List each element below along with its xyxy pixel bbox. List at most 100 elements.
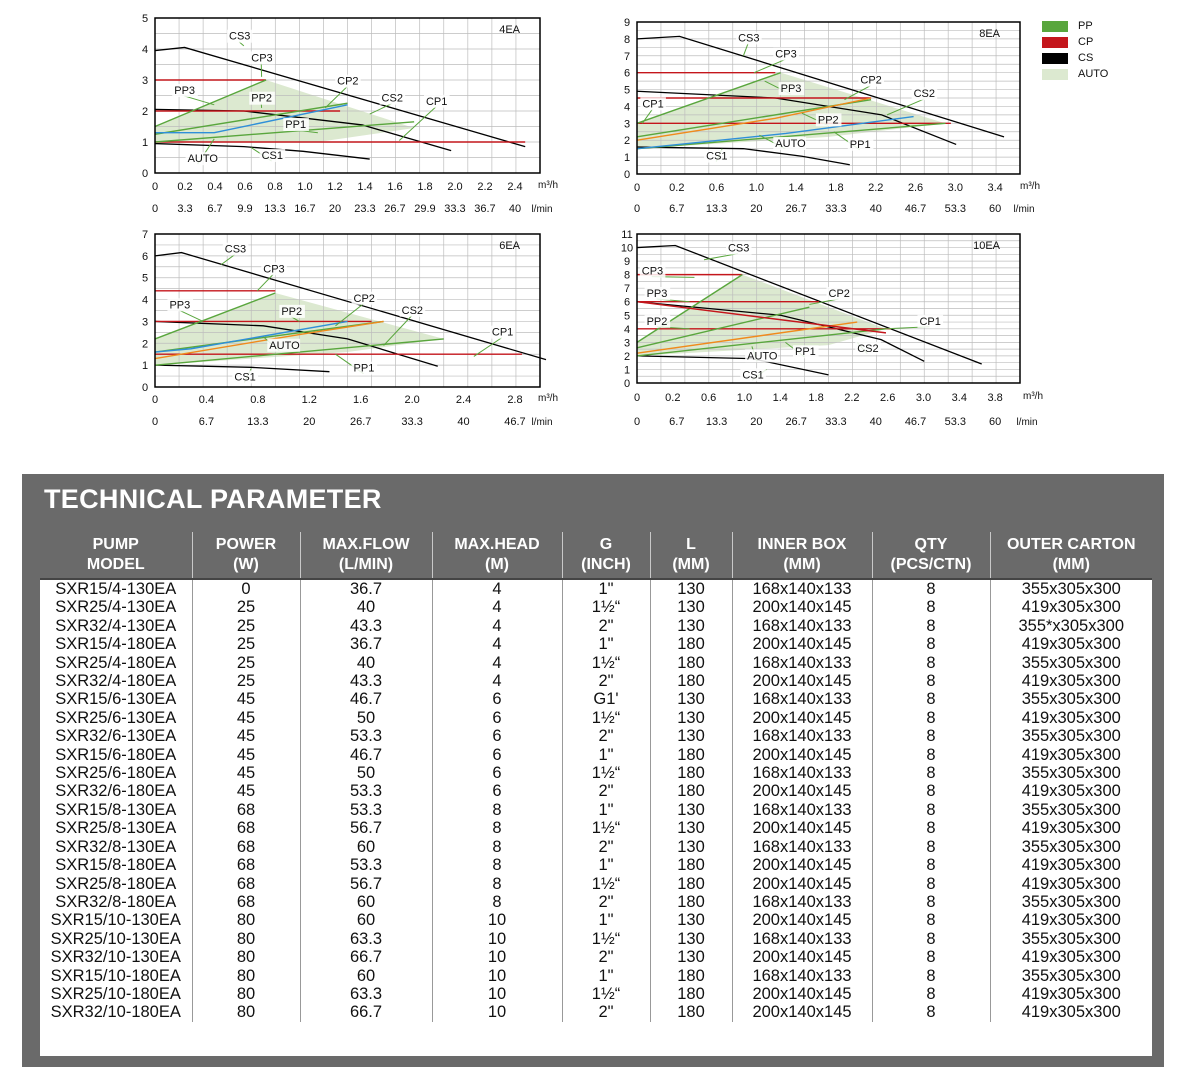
table-row: SXR15/10-180EA 80 60 10 1" 180 168x140x133 8 355… — [40, 966, 1152, 985]
table-row: SXR25/10-180EA 80 63.3 10 1½“ 180 200x140x145 8… — [40, 984, 1152, 1004]
table-cell: 355x305x300 — [989, 929, 1152, 949]
x-tick-label: 0.4 — [207, 181, 222, 193]
table-cell: 10 — [431, 911, 562, 930]
table-cell: 168x140x133 — [731, 764, 872, 783]
x-tick-label: 40 — [870, 203, 882, 215]
x-tick-label: 2.4 — [507, 181, 522, 193]
table-cell: 0 — [191, 579, 300, 599]
table-cell: 60 — [299, 837, 432, 857]
table-cell: SXR32/10-130EA — [50, 948, 181, 967]
x-unit-bottom: l/min — [531, 204, 552, 215]
table-cell: 1½“ — [561, 929, 650, 949]
legend-swatch — [1042, 20, 1068, 32]
column-header-line: PUMP — [92, 536, 139, 553]
annotation-bg — [745, 349, 778, 363]
annotation-label: CS1 — [742, 369, 763, 381]
table-cell: SXR15/4-130EA — [55, 580, 177, 598]
y-tick-label: 3 — [142, 75, 148, 87]
table-row: SXR25/8-180EA 68 56.7 8 1½“ 180 200x140x145 8 41… — [40, 874, 1152, 893]
annotation-bg — [261, 262, 287, 276]
annotation-leader — [220, 254, 236, 266]
annotation-label: PP3 — [781, 83, 802, 95]
table-cell: 8 — [871, 966, 990, 985]
table-cell: 200x140x145 — [731, 984, 872, 1004]
x-tick-label: 1.2 — [327, 181, 342, 193]
annotation-leader — [473, 337, 503, 357]
table-row: SXR32/6-130EA 45 53.3 6 2" 130 168x140x133 8 355… — [40, 727, 1152, 746]
column-header-line: INNER BOX — [757, 536, 847, 553]
x-tick-label: 20 — [329, 203, 341, 215]
series-line-auto-2 — [154, 320, 384, 360]
chart-title: 6EA — [499, 240, 520, 252]
annotation-bg — [704, 149, 730, 163]
x-tick-label: 0.2 — [177, 181, 192, 193]
table-cell: 1½“ — [561, 764, 650, 783]
annotation-label: CS1 — [706, 151, 727, 163]
table-cell: 4 — [431, 598, 562, 617]
table-cell: 6 — [431, 782, 562, 801]
table-cell: 200x140x145 — [731, 948, 872, 967]
table-cell: 10 — [431, 1003, 562, 1022]
table-cell: 419x305x300 — [989, 911, 1152, 930]
x-tick-label: 1.6 — [387, 181, 402, 193]
series-line-pp1 — [154, 338, 444, 366]
x-unit-top: m³/h — [1020, 181, 1040, 192]
series-line-pp2 — [636, 306, 810, 349]
chart-8ea: 0 1 2 3 4 5 6 7 8 9 0 0.2 0.6 1.0 1.4 1.8 2.2 2.6 3.0 3.4 0 6… — [624, 17, 1040, 215]
parameter-table: PUMP MODEL POWER (W) MAX.FLOW (L/MIN) MAX.HEAD… — [40, 532, 1152, 1022]
table-cell: 8 — [431, 892, 562, 912]
y-tick-label: 2 — [624, 135, 630, 147]
x-tick-label: 40 — [870, 416, 882, 428]
column-header-line: OUTER CARTON — [1006, 536, 1136, 553]
table-cell: SXR25/4-130EA — [55, 598, 177, 617]
annotation-bg — [167, 298, 194, 312]
y-tick-label: 2 — [142, 106, 148, 118]
column-header-line: (W) — [233, 556, 259, 573]
annotation-bg — [227, 29, 253, 43]
panel-title: TECHNICAL PARAMETER — [44, 484, 382, 514]
y-tick-label: 2 — [142, 338, 148, 350]
series-line-cs3 — [154, 46, 526, 148]
annotation-bg — [379, 91, 406, 105]
y-tick-label: 8 — [624, 270, 630, 282]
table-row: SXR25/8-130EA 68 56.7 8 1½“ 130 200x140x145 8 41… — [40, 819, 1152, 838]
x-unit-top: m³/h — [538, 180, 558, 191]
table-cell: 200x140x145 — [731, 819, 872, 838]
x-tick-label: 3.0 — [916, 392, 931, 404]
table-cell: 180 — [649, 892, 732, 912]
table-cell: SXR32/4-130EA — [55, 616, 177, 635]
table-cell: 36.7 — [299, 579, 432, 599]
y-tick-label: 9 — [624, 17, 630, 29]
plot-frame — [636, 21, 1021, 175]
table-cell: 8 — [871, 892, 990, 912]
annotation-label: CS3 — [225, 244, 246, 256]
annotation-leader — [324, 86, 348, 109]
table-cell: 68 — [191, 819, 300, 838]
table-cell: 50 — [299, 764, 432, 783]
legend-item-pp: PP — [1042, 18, 1108, 34]
table-cell: 168x140x133 — [731, 653, 872, 673]
series-line-auto — [155, 104, 348, 134]
table-cell: 50 — [299, 708, 432, 728]
table-cell: 180 — [649, 635, 732, 654]
x-tick-label: 6.7 — [669, 203, 684, 215]
annotation-leader — [335, 303, 364, 327]
table-cell: 1" — [561, 579, 650, 599]
x-tick-label: 23.3 — [354, 203, 375, 215]
x-tick-label: 0 — [152, 181, 158, 193]
table-cell: 8 — [871, 1003, 990, 1022]
table-cell: 8 — [871, 764, 990, 783]
annotation-bg — [259, 149, 286, 163]
table-cell: 1½“ — [561, 819, 650, 838]
table-cell: SXR15/6-180EA — [55, 745, 177, 764]
table-cell: SXR15/6-130EA — [55, 690, 177, 709]
x-tick-label: 33.3 — [444, 203, 465, 215]
table-cell: 45 — [191, 764, 300, 783]
annotation-leader — [703, 253, 739, 261]
column-header: QTY (PCS/CTN) — [871, 532, 990, 579]
annotation-leader — [398, 106, 437, 141]
column-header: POWER (W) — [191, 532, 300, 579]
annotation-label: CP2 — [354, 293, 375, 305]
x-tick-label: 53.3 — [945, 203, 966, 215]
table-cell: 180 — [649, 764, 732, 783]
